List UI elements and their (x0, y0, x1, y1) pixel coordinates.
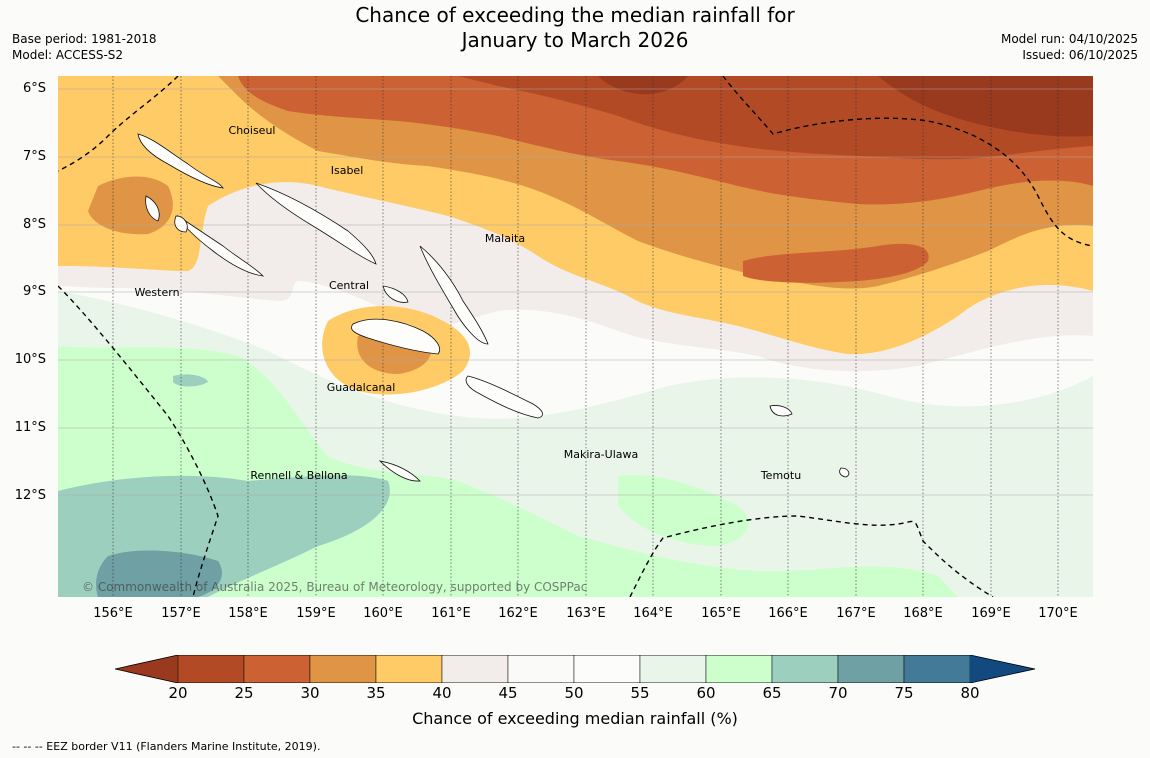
meta-left: Base period: 1981-2018 Model: ACCESS-S2 (12, 31, 157, 63)
colorbar-tick-35: 35 (366, 684, 386, 702)
contour-25-30-band (743, 243, 929, 283)
lon-label-170e: 170°E (1038, 606, 1078, 621)
makira-island (465, 375, 543, 419)
lat-label-12s: 12°S (14, 488, 46, 503)
contour-under-20-small (598, 76, 688, 95)
colorbar-tick-60: 60 (696, 684, 716, 702)
place-label-guadalcanal: Guadalcanal (326, 381, 396, 394)
colorbar-tick-20: 20 (168, 684, 188, 702)
lon-label-159e: 159°E (296, 606, 336, 621)
florida-islands (382, 285, 409, 303)
colorbar-high-extension (970, 655, 1035, 683)
place-label-isabel: Isabel (330, 164, 364, 177)
colorbar-cell (573, 655, 641, 683)
title-line-1: Chance of exceeding the median rainfall … (355, 3, 795, 27)
contour-70-75-small (173, 374, 208, 387)
rainfall-map (58, 76, 1093, 597)
lon-label-161e: 161°E (431, 606, 471, 621)
place-label-makira-ulawa: Makira-Ulawa (563, 448, 639, 461)
lat-label-10s: 10°S (14, 352, 46, 367)
colorbar-cell (903, 655, 971, 683)
contour-75-80-south (96, 550, 222, 597)
meta-right: Model run: 04/10/2025 Issued: 06/10/2025 (1001, 31, 1138, 63)
lat-label-9s: 9°S (22, 284, 46, 299)
colorbar-cell (639, 655, 707, 683)
guadalcanal-island (351, 318, 440, 355)
contour-30-35-west (88, 176, 173, 235)
temotu-small-island (839, 467, 850, 478)
lon-label-169e: 169°E (971, 606, 1011, 621)
santa-cruz-island (769, 405, 793, 417)
lat-label-11s: 11°S (14, 420, 46, 435)
colorbar-outline (115, 655, 1036, 683)
rennell-island (378, 460, 421, 482)
colorbar-cell (705, 655, 773, 683)
lon-label-160e: 160°E (363, 606, 403, 621)
eez-border (58, 76, 1093, 597)
colorbar-tick-30: 30 (300, 684, 320, 702)
colorbar-cell (177, 655, 245, 683)
malaita-island (419, 245, 489, 345)
colorbar-cell (243, 655, 311, 683)
colorbar-cell (375, 655, 443, 683)
place-label-central: Central (328, 279, 370, 292)
base-period: Base period: 1981-2018 (12, 32, 157, 46)
place-label-malaita: Malaita (484, 232, 526, 245)
colorbar-tick-75: 75 (894, 684, 914, 702)
place-label-rennell-bellona: Rennell & Bellona (250, 469, 348, 482)
contour-65-70-east (618, 475, 749, 546)
colorbar (115, 655, 1036, 683)
lon-label-157e: 157°E (161, 606, 201, 621)
colorbar-cell (771, 655, 839, 683)
colorbar-label: Chance of exceeding median rainfall (%) (412, 709, 738, 728)
lon-label-162e: 162°E (498, 606, 538, 621)
new-georgia-island (176, 214, 265, 277)
lon-label-158e: 158°E (228, 606, 268, 621)
model-name: Model: ACCESS-S2 (12, 48, 124, 62)
eez-footnote: -- -- -- EEZ border V11 (Flanders Marine… (12, 740, 321, 753)
colorbar-cell (309, 655, 377, 683)
lon-label-165e: 165°E (701, 606, 741, 621)
place-label-western: Western (134, 286, 180, 299)
colorbar-tick-45: 45 (498, 684, 518, 702)
colorbar-cell (441, 655, 509, 683)
map-canvas (58, 76, 1093, 597)
contour-under-20-north (878, 76, 1093, 137)
kolombangara-island (174, 215, 188, 233)
choiseul-island (137, 133, 224, 189)
colorbar-tick-25: 25 (234, 684, 254, 702)
lon-label-167e: 167°E (836, 606, 876, 621)
latitude-gridlines (58, 88, 1093, 496)
colorbar-cells (177, 655, 971, 683)
issued-date: Issued: 06/10/2025 (1022, 48, 1138, 62)
colorbar-tick-50: 50 (564, 684, 584, 702)
lon-label-156e: 156°E (93, 606, 133, 621)
place-label-temotu: Temotu (760, 469, 802, 482)
colorbar-low-extension (115, 655, 178, 683)
islands (137, 133, 850, 482)
lon-label-166e: 166°E (768, 606, 808, 621)
colorbar-cell (837, 655, 905, 683)
vella-lavella-island (145, 195, 160, 222)
lon-label-168e: 168°E (903, 606, 943, 621)
colorbar-cell (507, 655, 575, 683)
lat-label-7s: 7°S (22, 149, 46, 164)
model-run: Model run: 04/10/2025 (1000, 32, 1138, 46)
lon-label-163e: 163°E (566, 606, 606, 621)
colorbar-tick-40: 40 (432, 684, 452, 702)
copyright-notice: © Commonwealth of Australia 2025, Bureau… (82, 580, 588, 594)
colorbar-tick-65: 65 (762, 684, 782, 702)
lat-label-6s: 6°S (22, 81, 46, 96)
lat-label-8s: 8°S (22, 217, 46, 232)
map-title: Chance of exceeding the median rainfall … (0, 3, 1150, 53)
place-label-choiseul: Choiseul (228, 124, 276, 137)
colorbar-tick-80: 80 (960, 684, 980, 702)
colorbar-tick-70: 70 (828, 684, 848, 702)
colorbar-tick-55: 55 (630, 684, 650, 702)
lon-label-164e: 164°E (633, 606, 673, 621)
isabel-island (255, 182, 377, 265)
title-line-2: January to March 2026 (461, 28, 689, 52)
